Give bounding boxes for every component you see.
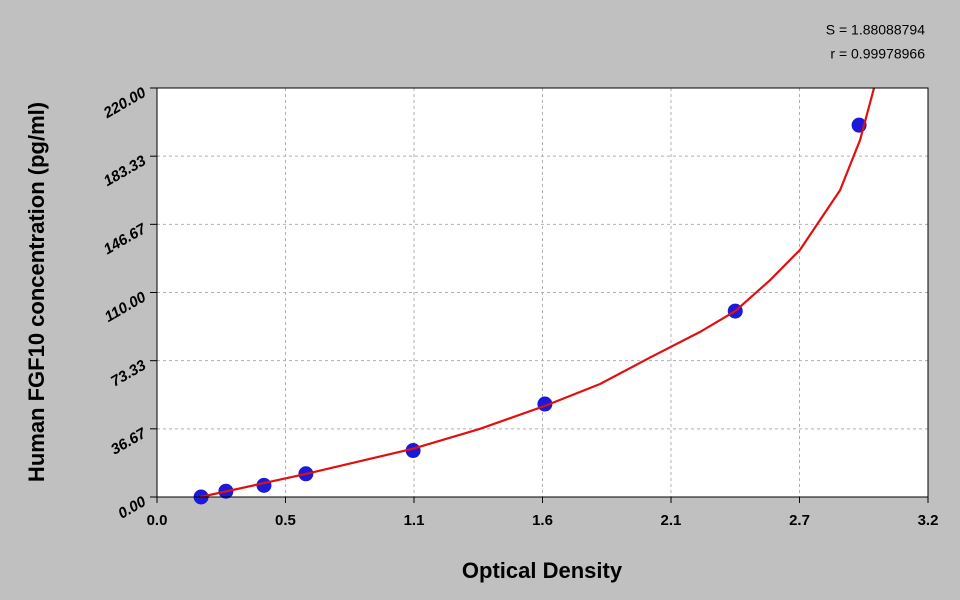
x-tick-label: 0.0 (147, 512, 168, 529)
x-axis-title: Optical Density (462, 558, 623, 583)
x-tick-label: 0.5 (275, 512, 296, 529)
y-axis-title: Human FGF10 concentration (pg/ml) (24, 102, 49, 482)
y-tick-label: 36.67 (108, 425, 150, 459)
annotation: r = 0.99978966 (830, 46, 925, 62)
x-tick-label: 1.1 (404, 512, 425, 529)
annotation: S = 1.88088794 (826, 22, 925, 38)
x-tick-label: 1.6 (532, 512, 553, 529)
data-point (256, 477, 272, 493)
y-tick-label: 220.00 (100, 84, 150, 122)
y-tick-label: 73.33 (108, 357, 150, 391)
y-tick-label: 146.67 (101, 220, 150, 258)
fit-curve (200, 87, 876, 499)
y-tick-label: 0.00 (115, 493, 149, 523)
x-tick-label: 3.2 (918, 512, 939, 529)
x-tick-label: 2.1 (661, 512, 682, 529)
y-tick-label: 183.33 (101, 152, 150, 190)
x-tick-label: 2.7 (789, 512, 810, 529)
y-tick-label: 110.00 (102, 288, 150, 325)
marks (193, 87, 876, 505)
